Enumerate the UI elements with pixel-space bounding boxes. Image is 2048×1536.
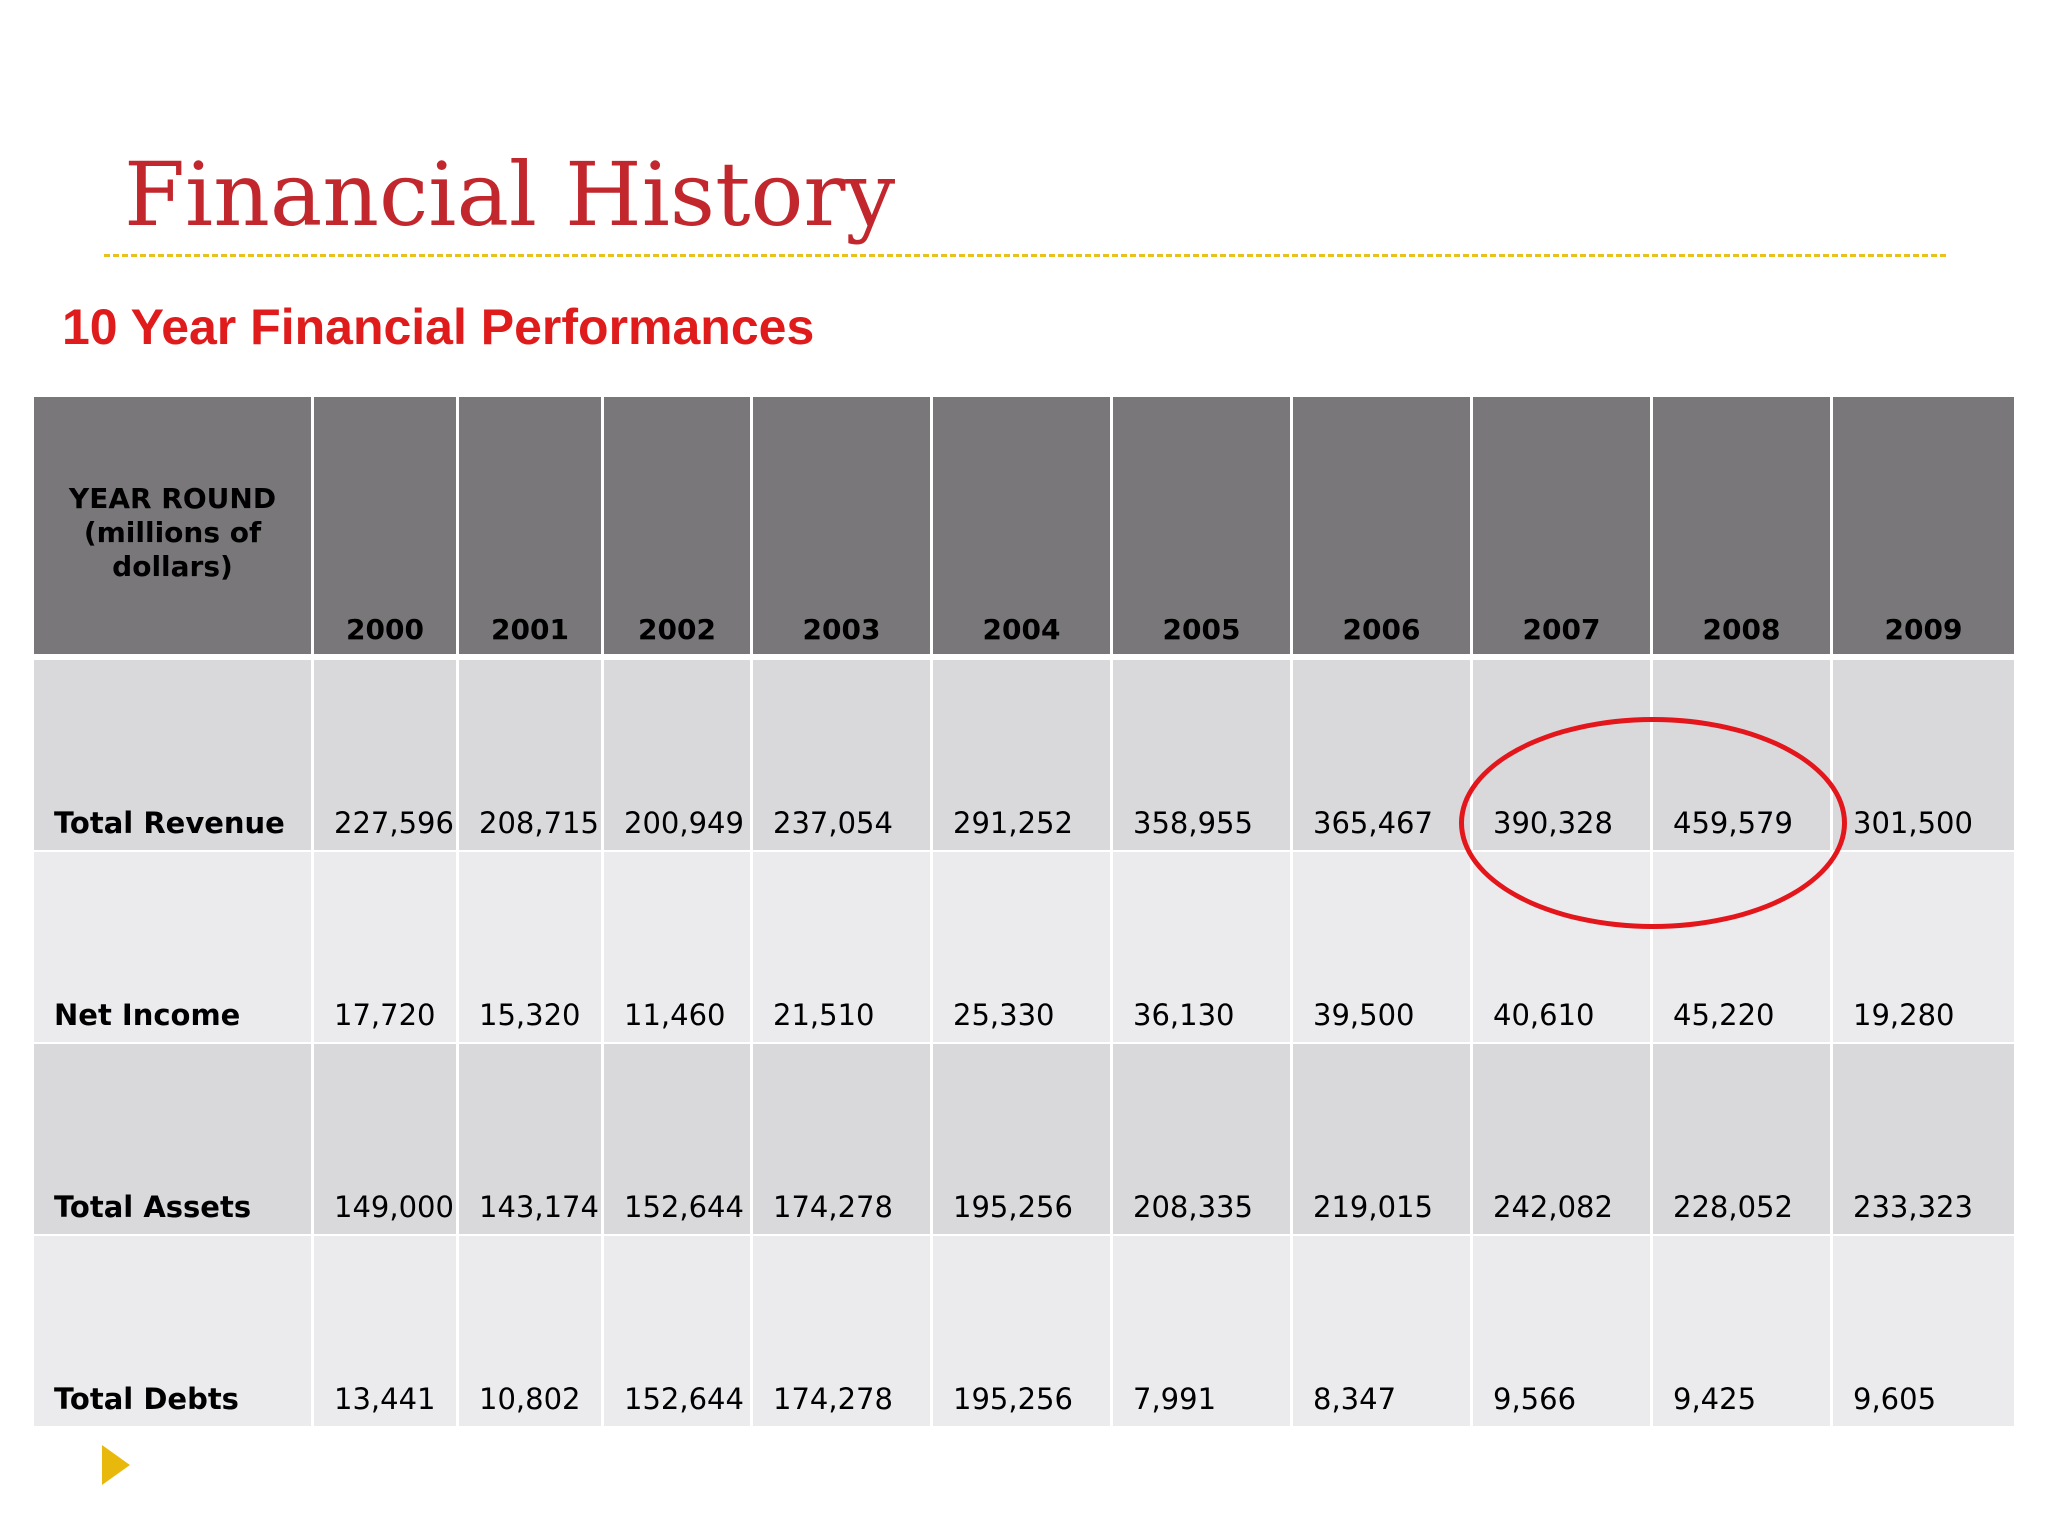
row-label: Total Revenue: [34, 660, 314, 852]
table-cell: 21,510: [753, 852, 933, 1044]
table-cell: 459,579: [1653, 660, 1833, 852]
slide-title: Financial History: [124, 143, 896, 246]
table-cell: 291,252: [933, 660, 1113, 852]
table-cell: 39,500: [1293, 852, 1473, 1044]
table-cell: 9,605: [1833, 1236, 2014, 1428]
table-row: Total Revenue 227,596 208,715 200,949 23…: [34, 660, 2014, 852]
table-header-row: YEAR ROUND (millions of dollars) 2000 20…: [34, 397, 2014, 660]
table-cell: 242,082: [1473, 1044, 1653, 1236]
table-cell: 174,278: [753, 1236, 933, 1428]
table-cell: 15,320: [459, 852, 604, 1044]
title-divider: [104, 254, 1946, 257]
year-header: 2005: [1113, 397, 1293, 660]
triangle-bullet-icon: [102, 1445, 130, 1485]
table-cell: 10,802: [459, 1236, 604, 1428]
table-row: Total Assets 149,000 143,174 152,644 174…: [34, 1044, 2014, 1236]
table-cell: 219,015: [1293, 1044, 1473, 1236]
table-cell: 9,566: [1473, 1236, 1653, 1428]
table-cell: 358,955: [1113, 660, 1293, 852]
table-cell: 11,460: [604, 852, 753, 1044]
table-cell: 233,323: [1833, 1044, 2014, 1236]
year-header: 2008: [1653, 397, 1833, 660]
table-cell: 7,991: [1113, 1236, 1293, 1428]
table-subtitle: 10 Year Financial Performances: [62, 299, 815, 355]
table-cell: 365,467: [1293, 660, 1473, 852]
row-label: Total Assets: [34, 1044, 314, 1236]
year-header: 2001: [459, 397, 604, 660]
year-header: 2000: [314, 397, 459, 660]
table-cell: 9,425: [1653, 1236, 1833, 1428]
table-cell: 152,644: [604, 1236, 753, 1428]
year-header: 2003: [753, 397, 933, 660]
table-cell: 228,052: [1653, 1044, 1833, 1236]
table-cell: 152,644: [604, 1044, 753, 1236]
table-row: Net Income 17,720 15,320 11,460 21,510 2…: [34, 852, 2014, 1044]
table-cell: 40,610: [1473, 852, 1653, 1044]
table-cell: 195,256: [933, 1044, 1113, 1236]
corner-header: YEAR ROUND (millions of dollars): [34, 397, 314, 660]
table-cell: 237,054: [753, 660, 933, 852]
table-cell: 19,280: [1833, 852, 2014, 1044]
table-cell: 208,335: [1113, 1044, 1293, 1236]
table-cell: 208,715: [459, 660, 604, 852]
table-cell: 13,441: [314, 1236, 459, 1428]
year-header: 2007: [1473, 397, 1653, 660]
table-cell: 227,596: [314, 660, 459, 852]
year-header: 2004: [933, 397, 1113, 660]
table-cell: 25,330: [933, 852, 1113, 1044]
table-cell: 143,174: [459, 1044, 604, 1236]
table-cell: 195,256: [933, 1236, 1113, 1428]
table-cell: 301,500: [1833, 660, 2014, 852]
table-cell: 45,220: [1653, 852, 1833, 1044]
row-label: Total Debts: [34, 1236, 314, 1428]
table-cell: 36,130: [1113, 852, 1293, 1044]
table-row: Total Debts 13,441 10,802 152,644 174,27…: [34, 1236, 2014, 1428]
year-header: 2002: [604, 397, 753, 660]
table-cell: 149,000: [314, 1044, 459, 1236]
year-header: 2009: [1833, 397, 2014, 660]
table-cell: 17,720: [314, 852, 459, 1044]
year-header: 2006: [1293, 397, 1473, 660]
financial-table: YEAR ROUND (millions of dollars) 2000 20…: [34, 397, 2014, 1428]
row-label: Net Income: [34, 852, 314, 1044]
table-cell: 200,949: [604, 660, 753, 852]
table-cell: 174,278: [753, 1044, 933, 1236]
table-cell: 8,347: [1293, 1236, 1473, 1428]
table-cell: 390,328: [1473, 660, 1653, 852]
